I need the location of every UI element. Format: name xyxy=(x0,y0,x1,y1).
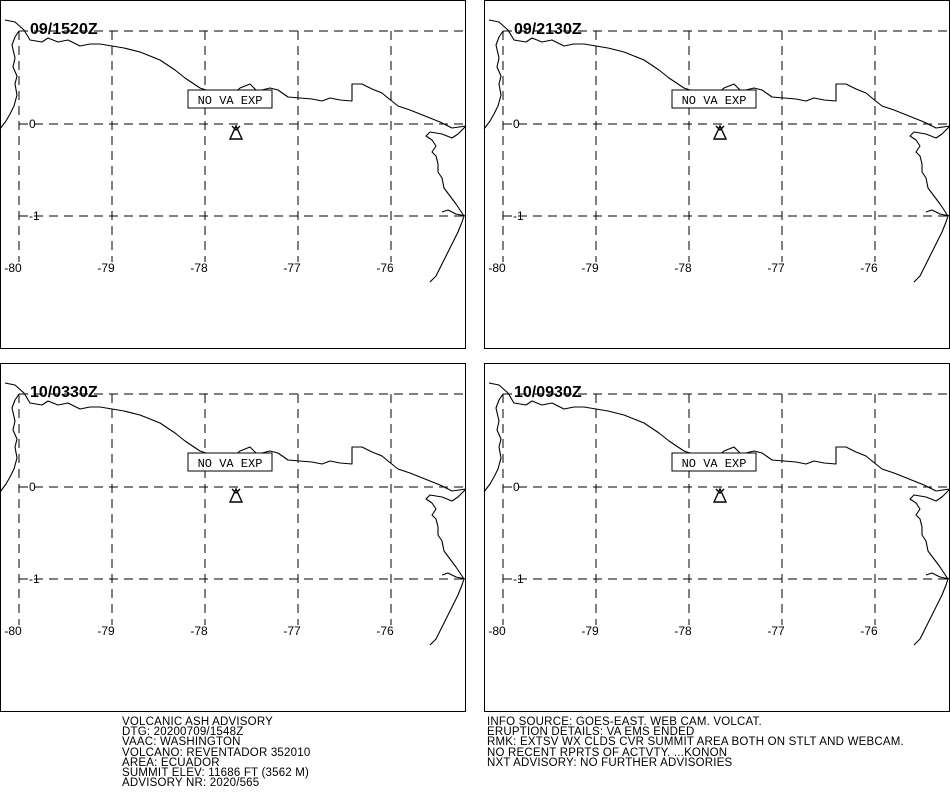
lon-label: -79 xyxy=(97,261,115,275)
advisory-line: DTG: 20200709/1548Z xyxy=(122,726,244,739)
coastline-path xyxy=(4,19,467,129)
advisory-right-block: INFO SOURCE: GOES-EAST. WEB CAM. VOLCAT.… xyxy=(487,716,904,769)
lon-label: -79 xyxy=(581,624,599,638)
coastline-path xyxy=(909,125,950,283)
advisory-line: NXT ADVISORY: NO FURTHER ADVISORIES xyxy=(487,756,733,769)
no-va-exp-label: NO VA EXP xyxy=(671,89,757,109)
no-va-exp-text: NO VA EXP xyxy=(682,457,747,471)
panel-frame xyxy=(484,363,950,712)
advisory-line: AREA: ECUADOR xyxy=(122,756,220,769)
coastline-path xyxy=(909,488,950,646)
advisory-line: ERUPTION DETAILS: VA EMS ENDED xyxy=(487,726,695,739)
map-svg: -80 -79 -78 -77 -76 0 -1 09/2130Z NO VA EXP xyxy=(483,0,950,349)
panel-timestamp: 09/1520Z xyxy=(30,21,98,38)
lon-label: -80 xyxy=(4,261,22,275)
map-panel: -80 -79 -78 -77 -76 0 -1 09/1520Z NO VA EXP xyxy=(0,0,467,349)
lat-label: -1 xyxy=(513,209,524,223)
lat-label: -1 xyxy=(29,572,40,586)
lat-label: 0 xyxy=(513,480,520,494)
lat-label: -1 xyxy=(513,572,524,586)
lat-label: 0 xyxy=(29,117,36,131)
lon-label: -76 xyxy=(860,261,878,275)
lon-label: -77 xyxy=(283,261,301,275)
lon-label: -80 xyxy=(488,261,506,275)
coastline-path xyxy=(441,209,467,217)
coastline-path xyxy=(488,382,950,492)
advisory-line: VOLCANIC ASH ADVISORY xyxy=(122,716,273,728)
no-va-exp-label: NO VA EXP xyxy=(671,452,757,472)
panel-timestamp: 10/0330Z xyxy=(30,384,98,401)
volcano-triangle-icon xyxy=(712,124,728,140)
volcano-triangle-icon xyxy=(228,124,244,140)
lon-label: -77 xyxy=(283,624,301,638)
lon-label: -78 xyxy=(190,261,208,275)
coastline-path xyxy=(425,488,467,646)
lon-label: -80 xyxy=(488,624,506,638)
map-svg: -80 -79 -78 -77 -76 0 -1 10/0930Z NO VA EXP xyxy=(483,363,950,712)
lon-label: -78 xyxy=(674,261,692,275)
volcano-triangle-icon xyxy=(712,487,728,503)
lon-label: -77 xyxy=(767,261,785,275)
panel-frame xyxy=(0,0,466,349)
lon-label: -76 xyxy=(376,261,394,275)
no-va-exp-text: NO VA EXP xyxy=(198,457,263,471)
no-va-exp-label: NO VA EXP xyxy=(187,89,273,109)
coastline-path xyxy=(925,572,950,580)
advisory-line: RMK: EXTSV WX CLDS CVR SUMMIT AREA BOTH … xyxy=(487,736,904,749)
advisory-line: VAAC: WASHINGTON xyxy=(122,736,241,749)
advisory-line: VOLCANO: REVENTADOR 352010 xyxy=(122,746,311,759)
coastline-path xyxy=(925,209,950,217)
advisory-line: SUMMIT ELEV: 11686 FT (3562 M) xyxy=(122,767,310,780)
coastline-path xyxy=(488,19,950,129)
no-va-exp-text: NO VA EXP xyxy=(682,94,747,108)
coastline-path xyxy=(4,382,467,492)
lat-label: 0 xyxy=(29,480,36,494)
lat-label: -1 xyxy=(29,209,40,223)
lat-label: 0 xyxy=(513,117,520,131)
coastline-path xyxy=(425,125,467,283)
map-panel: -80 -79 -78 -77 -76 0 -1 09/2130Z NO VA EXP xyxy=(483,0,950,349)
lon-label: -76 xyxy=(860,624,878,638)
coastline-path xyxy=(483,393,504,493)
no-va-exp-label: NO VA EXP xyxy=(187,452,273,472)
advisory-line: INFO SOURCE: GOES-EAST. WEB CAM. VOLCAT. xyxy=(487,716,762,728)
coastline-path xyxy=(483,30,504,130)
lon-label: -79 xyxy=(581,261,599,275)
lon-label: -80 xyxy=(4,624,22,638)
panel-timestamp: 10/0930Z xyxy=(514,384,582,401)
map-svg: -80 -79 -78 -77 -76 0 -1 10/0330Z NO VA EXP xyxy=(0,363,467,712)
no-va-exp-text: NO VA EXP xyxy=(198,94,263,108)
lon-label: -78 xyxy=(190,624,208,638)
map-panel: -80 -79 -78 -77 -76 0 -1 10/0930Z NO VA EXP xyxy=(483,363,950,712)
lon-label: -77 xyxy=(767,624,785,638)
coastline-path xyxy=(0,30,20,130)
lon-label: -78 xyxy=(674,624,692,638)
advisory-left-block: VOLCANIC ASH ADVISORY DTG: 20200709/1548… xyxy=(122,716,311,790)
panel-frame xyxy=(484,0,950,349)
map-svg: -80 -79 -78 -77 -76 0 -1 09/1520Z NO VA EXP xyxy=(0,0,467,349)
advisory-line: ADVISORY NR: 2020/565 xyxy=(122,777,260,790)
coastline-path xyxy=(441,572,467,580)
coastline-path xyxy=(0,393,20,493)
panel-frame xyxy=(0,363,466,712)
lon-label: -79 xyxy=(97,624,115,638)
lon-label: -76 xyxy=(376,624,394,638)
panel-timestamp: 09/2130Z xyxy=(514,21,582,38)
map-panel: -80 -79 -78 -77 -76 0 -1 10/0330Z NO VA EXP xyxy=(0,363,467,712)
advisory-line: NO RECENT RPRTS OF ACTVTY. ...KONON xyxy=(487,746,728,759)
volcano-triangle-icon xyxy=(228,487,244,503)
